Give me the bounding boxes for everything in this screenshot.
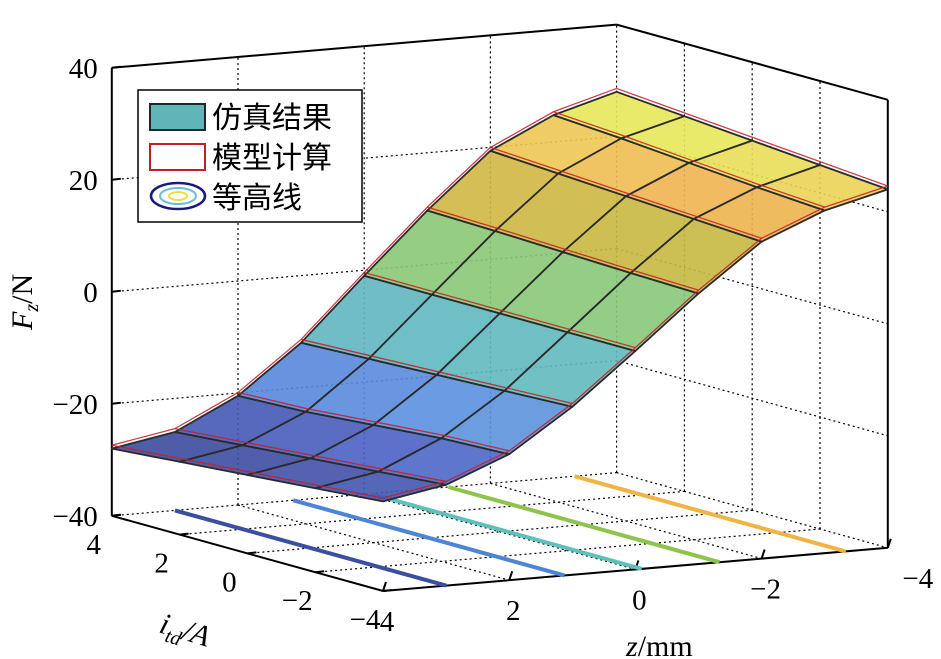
zlabel-unit: /N	[6, 274, 39, 304]
y-tick-label: 2	[154, 548, 169, 580]
legend-label-simulation: 仿真结果	[212, 102, 332, 135]
tick-mark	[111, 65, 121, 69]
axes-box	[110, 23, 892, 592]
surface-cell	[756, 164, 889, 212]
x-tick-label: 2	[506, 595, 521, 627]
contour-line	[447, 485, 721, 565]
y-tick-label: 4	[87, 529, 102, 561]
y-tick-label: −4	[350, 604, 381, 636]
y-tick-label: 0	[222, 566, 237, 598]
x-tick-label: −2	[750, 574, 781, 606]
tick-mark	[247, 551, 257, 555]
model-line	[237, 391, 510, 452]
model-wireframe	[111, 87, 889, 499]
tick-mark	[382, 581, 387, 592]
legend-swatch-model	[149, 143, 206, 171]
model-line	[111, 87, 617, 446]
grid-line	[490, 482, 762, 560]
x-tick-label: −4	[902, 563, 933, 595]
tick-mark	[886, 538, 892, 549]
contour-line	[292, 498, 565, 578]
x-tick-label: 4	[380, 606, 395, 638]
model-line	[111, 444, 384, 499]
zlabel-sub: z	[21, 304, 43, 313]
tick-mark	[179, 532, 189, 536]
tick-mark	[315, 570, 325, 574]
ylabel-sub: td	[162, 625, 184, 651]
legend: 仿真结果 模型计算 等高线	[137, 89, 363, 223]
tick-mark	[111, 177, 121, 181]
contour-line	[174, 508, 447, 588]
model-line	[490, 146, 762, 239]
xlabel-main: z	[625, 630, 638, 659]
model-line	[364, 271, 636, 349]
tick-mark	[111, 401, 121, 405]
y-tick-label: −2	[282, 585, 313, 617]
ylabel: itd/A	[154, 607, 214, 658]
z-tick-label: −20	[52, 389, 97, 421]
xlabel: z/mm	[625, 630, 693, 659]
model-line	[382, 185, 889, 499]
z-tick-label: 20	[69, 165, 98, 197]
legend-label-model: 模型计算	[212, 142, 332, 175]
grid-line	[616, 360, 888, 437]
model-line	[427, 206, 699, 291]
model-line	[300, 338, 573, 405]
box-edge	[111, 23, 617, 69]
legend-label-contour: 等高线	[212, 182, 302, 215]
contour-line	[573, 474, 847, 554]
tick-mark	[382, 589, 393, 592]
tick-mark	[111, 289, 121, 293]
zlabel-main: F	[6, 311, 39, 331]
z-tick-label: 40	[69, 53, 98, 85]
z-tick-label: −40	[52, 501, 97, 533]
legend-swatch-contour-icon	[149, 181, 207, 211]
contour-lines	[174, 474, 847, 588]
tick-mark	[760, 549, 766, 559]
model-line	[174, 428, 447, 483]
x-tick-label: 0	[632, 584, 647, 616]
ylabel-unit: /A	[177, 614, 215, 654]
tick-mark	[508, 570, 514, 581]
legend-swatch-simulation	[149, 103, 206, 131]
zlabel: Fz/N	[6, 274, 43, 331]
model-line	[553, 111, 825, 208]
contour-line	[369, 491, 643, 571]
tick-mark	[111, 513, 121, 517]
xlabel-unit: /mm	[638, 630, 693, 659]
box-edge	[616, 23, 889, 101]
model-line	[616, 87, 889, 187]
grid-line	[364, 493, 636, 570]
z-tick-label: 0	[83, 277, 98, 309]
